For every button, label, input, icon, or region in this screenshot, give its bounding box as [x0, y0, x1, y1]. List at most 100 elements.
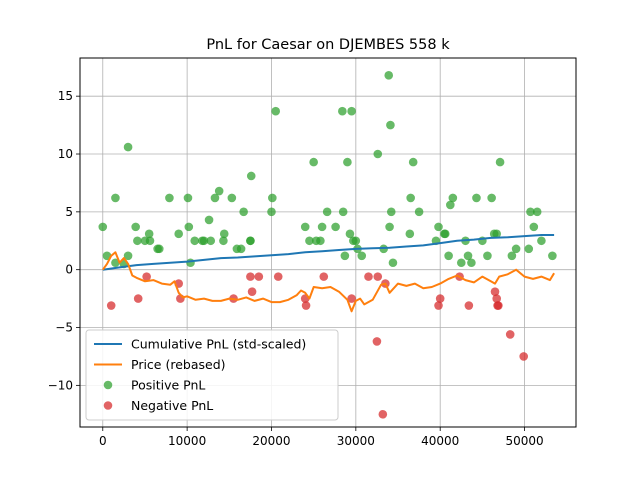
legend-label: Negative PnL	[131, 398, 213, 413]
positive-pnl-point	[309, 157, 318, 167]
negative-pnl-point	[378, 409, 388, 419]
positive-pnl-point	[385, 222, 394, 232]
positive-pnl-point	[154, 244, 164, 254]
positive-pnl-point	[123, 142, 133, 152]
positive-pnl-point	[322, 207, 332, 217]
positive-pnl-point	[316, 236, 325, 246]
positive-pnl-point	[300, 222, 310, 232]
price-rebased-line	[101, 251, 555, 313]
positive-pnl-point	[414, 207, 424, 217]
positive-pnl-point	[199, 236, 209, 246]
positive-pnl-point	[357, 251, 367, 261]
legend-label: Price (rebased)	[131, 357, 226, 372]
positive-pnl-point	[340, 251, 350, 261]
positive-pnl-point	[444, 251, 453, 261]
positive-pnl-point	[529, 222, 539, 232]
y-tick-label: 15	[58, 89, 73, 103]
y-tick-label: 10	[58, 147, 73, 161]
positive-pnl-point	[227, 193, 237, 203]
positive-pnl-point	[98, 222, 108, 232]
positive-pnl-point	[373, 149, 383, 159]
positive-pnl-point	[186, 258, 195, 268]
positive-pnl-point	[487, 193, 496, 203]
positive-pnl-point	[133, 236, 142, 246]
positive-pnl-point	[472, 193, 481, 203]
positive-pnl-point	[448, 193, 458, 203]
negative-pnl-point	[435, 294, 445, 303]
legend: Cumulative PnL (std-scaled) Price (rebase…	[85, 329, 339, 421]
x-tick-label: 10000	[168, 434, 206, 448]
positive-pnl-point	[483, 251, 492, 261]
positive-pnl-point	[507, 251, 517, 261]
plot-area	[98, 71, 557, 419]
negative-pnl-point	[372, 337, 382, 346]
positive-pnl-point	[111, 193, 120, 203]
positive-pnl-point	[351, 236, 361, 246]
negative-pnl-point	[319, 272, 329, 281]
positive-pnl-point	[210, 193, 220, 203]
negative-pnl-point	[492, 294, 502, 303]
cumulative-pnl-std-scaled-line	[102, 234, 555, 271]
legend-label: Positive PnL	[131, 378, 205, 393]
positive-pnl-point	[190, 236, 200, 246]
positive-pnl-point	[386, 207, 396, 217]
positive-pnl-point	[131, 222, 140, 232]
y-tick-label: 0	[65, 263, 73, 277]
positive-pnl-point	[446, 200, 455, 210]
positive-pnl-point	[145, 236, 155, 246]
positive-pnl-point	[495, 157, 505, 167]
y-tick-label: 5	[65, 205, 73, 219]
positive-pnl-point	[524, 244, 534, 254]
legend-swatch-positive-pnl	[103, 380, 113, 390]
negative-pnl-point	[364, 272, 373, 281]
positive-pnl-point	[144, 229, 154, 239]
positive-pnl-point	[219, 229, 229, 239]
positive-pnl-point	[184, 222, 194, 232]
x-tick-label: 50000	[505, 434, 543, 448]
positive-pnl-point	[338, 207, 348, 217]
y-tick-label: −5	[55, 321, 73, 335]
positive-pnl-point	[511, 244, 521, 254]
axis-ticks: 0 10000 20000 30000 40000 50000 −10 −5 0 5 10 15	[48, 89, 544, 448]
negative-pnl-point	[519, 352, 529, 361]
positive-pnl-point	[214, 186, 224, 196]
negative-pnl-point	[246, 272, 255, 281]
positive-pnl-point	[408, 157, 418, 167]
positive-pnl-point	[526, 207, 535, 217]
positive-pnl-point	[405, 229, 415, 239]
negative-pnl-point	[247, 287, 257, 296]
positive-pnl-point	[338, 106, 347, 116]
positive-pnl-point	[239, 207, 248, 217]
negative-pnl-point	[494, 301, 503, 310]
positive-pnl-point	[388, 258, 398, 268]
positive-pnl-point	[165, 193, 174, 203]
positive-pnl-point	[492, 229, 502, 239]
positive-pnl-point	[236, 244, 246, 254]
legend-label: Cumulative PnL (std-scaled)	[131, 337, 306, 352]
positive-pnl-point	[537, 236, 546, 246]
positive-pnl-point	[204, 215, 214, 225]
negative-pnl-point	[106, 301, 116, 310]
positive-pnl-point	[467, 258, 476, 268]
positive-pnl-point	[317, 222, 327, 232]
negative-pnl-point	[464, 301, 474, 310]
x-tick-label: 0	[99, 434, 107, 448]
y-tick-label: −10	[48, 378, 73, 392]
positive-pnl-point	[206, 236, 216, 246]
positive-pnl-point	[343, 157, 352, 167]
positive-pnl-point	[386, 120, 395, 130]
negative-pnl-point	[142, 272, 151, 281]
positive-pnl-point	[532, 207, 542, 217]
axes-frame	[79, 57, 577, 428]
x-tick-label: 40000	[421, 434, 459, 448]
positive-pnl-point	[174, 229, 183, 239]
positive-pnl-point	[305, 236, 314, 246]
negative-pnl-point	[301, 301, 311, 310]
positive-pnl-point	[267, 207, 276, 217]
positive-pnl-point	[123, 251, 133, 261]
positive-pnl-point	[440, 229, 450, 239]
positive-pnl-point	[456, 258, 466, 268]
positive-pnl-point	[406, 193, 415, 203]
positive-pnl-point	[219, 236, 228, 246]
